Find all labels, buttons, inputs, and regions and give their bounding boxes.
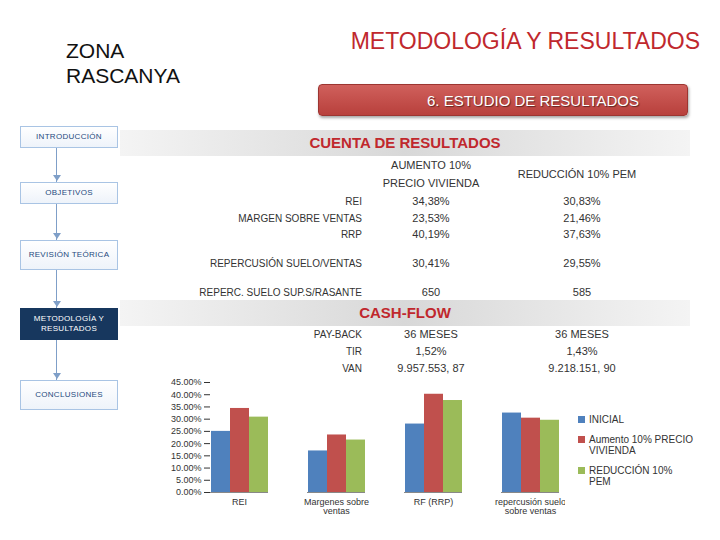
html-text:REPERCUSIÓN SUELO/VENTAS: REPERCUSIÓN SUELO/VENTAS — [209, 258, 362, 269]
svg-text:Margenes sobreventas: Margenes sobreventas — [304, 497, 369, 516]
html-text:AUMENTO 10% PRECIO VIVIENDA: AUMENTO 10% PRECIO VIVIENDA — [382, 159, 480, 189]
html-text:METODOLOGÍA Y RESULTADOS: METODOLOGÍA Y RESULTADOS — [350, 28, 700, 54]
svg-text:35.00%: 35.00% — [171, 402, 202, 412]
svg-text:repercusión suelosobre ventas: repercusión suelosobre ventas — [495, 497, 565, 516]
html-text:30,83%: 30,83% — [563, 195, 601, 207]
html-text:36 MESES: 36 MESES — [555, 328, 609, 340]
html-text:6. ESTUDIO DE RESULTADOS: 6. ESTUDIO DE RESULTADOS — [427, 92, 639, 109]
svg-text:45.00%: 45.00% — [171, 377, 202, 387]
html-text:37,63%: 37,63% — [563, 228, 601, 240]
html-text:CASH-FLOW: CASH-FLOW — [359, 304, 451, 321]
html-text:REVISIÓN TEÓRICA: REVISIÓN TEÓRICA — [28, 250, 110, 259]
html-text:REPERC. SUELO SUP.S/RASANTE: REPERC. SUELO SUP.S/RASANTE — [199, 287, 362, 298]
svg-text:20.00%: 20.00% — [171, 438, 202, 448]
html-text:650: 650 — [421, 286, 441, 298]
svg-text:REI: REI — [232, 497, 247, 507]
html-text:MARGEN SOBRE VENTAS: MARGEN SOBRE VENTAS — [238, 212, 362, 224]
html-text:29,55%: 29,55% — [563, 257, 601, 269]
svg-text:30.00%: 30.00% — [171, 414, 202, 424]
html-text:REDUCCIÓN 10% PEM: REDUCCIÓN 10% PEM — [589, 465, 673, 487]
html-text:30,41%: 30,41% — [412, 257, 450, 269]
html-text:PAY-BACK: PAY-BACK — [313, 329, 362, 340]
html-text:36 MESES: 36 MESES — [404, 328, 458, 340]
html-text:1,52%: 1,52% — [415, 345, 447, 357]
html-text:RRP: RRP — [340, 229, 362, 240]
svg-text:40.00%: 40.00% — [171, 390, 202, 400]
html-text:34,38%: 34,38% — [412, 195, 450, 207]
html-text:OBJETIVOS: OBJETIVOS — [45, 188, 93, 197]
html-text:Aumento 10% PRECIO VIVIENDA: Aumento 10% PRECIO VIVIENDA — [589, 434, 693, 456]
html-text:9.218.151, 90: 9.218.151, 90 — [548, 362, 616, 374]
html-text:1,43%: 1,43% — [566, 345, 598, 357]
svg-text:5.00%: 5.00% — [176, 475, 202, 485]
html-text:21,46%: 21,46% — [563, 211, 601, 224]
html-text:REDUCCIÓN 10% PEM: REDUCCIÓN 10% PEM — [517, 168, 637, 180]
html-text:REI: REI — [345, 196, 362, 207]
html-text:ZONA RASCANYA: ZONA RASCANYA — [66, 39, 180, 87]
svg-text:15.00%: 15.00% — [171, 451, 202, 461]
html-text:METODOLOGÍA Y RESULTADOS: METODOLOGÍA Y RESULTADOS — [33, 314, 105, 333]
html-text:585: 585 — [572, 286, 592, 298]
svg-text:10.00%: 10.00% — [171, 463, 202, 473]
html-text:INICIAL: INICIAL — [589, 414, 624, 425]
svg-text:RF (RRP): RF (RRP) — [414, 497, 454, 507]
html-text:CUENTA DE RESULTADOS: CUENTA DE RESULTADOS — [309, 134, 501, 151]
svg-text:0.00%: 0.00% — [176, 487, 202, 497]
html-text:VAN: VAN — [342, 363, 362, 374]
svg-text:25.00%: 25.00% — [171, 426, 202, 436]
html-text:INTRODUCCIÓN: INTRODUCCIÓN — [36, 132, 102, 141]
html-text:9.957.553, 87: 9.957.553, 87 — [397, 362, 465, 374]
html-text:TIR: TIR — [345, 346, 362, 357]
html-text:40,19%: 40,19% — [412, 228, 450, 240]
html-text:23,53%: 23,53% — [412, 211, 450, 224]
html-text:CONCLUSIONES: CONCLUSIONES — [35, 390, 103, 399]
